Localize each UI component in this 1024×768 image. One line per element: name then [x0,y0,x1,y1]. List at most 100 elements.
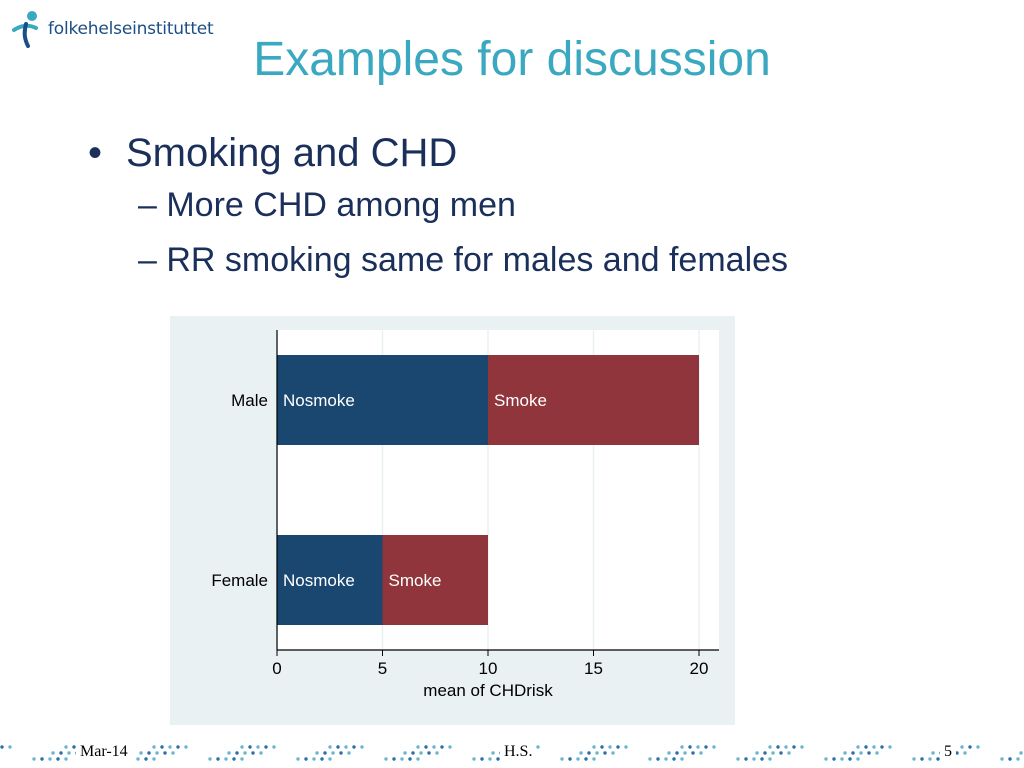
footer-dot [339,751,343,755]
footer-dot [768,757,772,761]
footer-dot [1000,757,1004,761]
footer-dot [384,757,388,761]
footer-dot [616,745,620,749]
logo-text: folkehelseinstituttet [48,19,214,39]
footer-dot [856,757,860,761]
x-tick-label: 20 [690,659,709,678]
category-label: Female [211,571,268,590]
footer-dot [40,757,44,761]
footer-dot [232,757,236,761]
footer-dot [568,757,572,761]
footer-dot [536,745,540,749]
bar-label: Nosmoke [283,391,355,410]
footer-dot [411,751,415,755]
footer-dot [67,751,71,755]
footer-dot [760,757,764,761]
footer-dot [683,751,687,755]
footer-dot [1019,751,1023,755]
logo-figure-icon [12,11,38,48]
footer-dot [224,757,228,761]
footer-author: H.S. [500,742,537,762]
footer-dot [400,757,404,761]
footer-dot [419,751,423,755]
logo: folkehelseinstituttet [10,10,214,48]
footer-dot [592,757,596,761]
footer-dot [592,745,596,749]
footer-dot [171,751,175,755]
footer-dot [859,751,863,755]
footer-dot [168,745,172,749]
footer-dot [664,757,668,761]
footer-dot [323,751,327,755]
bullet-text: Smoking and CHD [126,131,458,175]
footer-dot [315,751,319,755]
footer-date: Mar-14 [76,742,132,762]
footer-dot [320,757,324,761]
footer-dot [427,751,431,755]
footer-dot [587,751,591,755]
footer-dot [139,751,143,755]
footer-dot [328,745,332,749]
footer-dot [976,745,980,749]
footer-dot [920,757,924,761]
footer-dot [331,751,335,755]
footer-dot [928,757,932,761]
footer-dot [955,751,959,755]
footer-dot [1016,757,1020,761]
footer-dot [347,751,351,755]
footer-dot [435,751,439,755]
footer-dot [8,745,12,749]
x-tick-label: 10 [479,659,498,678]
footer-dot [608,745,612,749]
footer-dot [72,745,76,749]
footer-dot [624,745,628,749]
footer-dot [152,745,156,749]
footer-dot [888,745,892,749]
footer-dot [680,745,684,749]
footer-dot [344,745,348,749]
footer-dot [675,751,679,755]
footer-dot [699,751,703,755]
footer-dot [152,757,156,761]
footer-dot [296,757,300,761]
footer-dot [880,745,884,749]
footer-dot [824,757,828,761]
footer-dot [1008,757,1012,761]
footer-dot [648,757,652,761]
footer-dot [560,757,564,761]
footer-dot [248,745,252,749]
footer-dot [736,757,740,761]
bar-nosmoke-male [277,355,488,445]
footer-dot [472,757,476,761]
category-label: Male [231,391,268,410]
footer-dot [595,751,599,755]
footer-dot [968,745,972,749]
x-axis-label: mean of CHDrisk [423,681,553,700]
footer-dot [416,757,420,761]
footer-dot [304,757,308,761]
subbullet-item: – More CHD among men [138,186,516,224]
bar-smoke-female [382,535,488,625]
footer-dot [771,751,775,755]
footer-dot [328,757,332,761]
footer-dot [240,757,244,761]
footer-dot [936,757,940,761]
footer-dot [136,757,140,761]
bar-chart: Nosmoke Smoke Male Nosmoke Smoke Female 0 5 10 15… [211,330,719,700]
footer-dot [176,745,180,749]
footer-dot [656,757,660,761]
footer-dot [688,745,692,749]
footer-dot [235,751,239,755]
bar-label: Smoke [494,391,547,410]
footer-dot [251,751,255,755]
footer-dot [667,751,671,755]
footer-dot [787,751,791,755]
footer-dot [403,751,407,755]
footer-dot [843,751,847,755]
footer-dot [832,757,836,761]
footer: Mar-14 H.S. 5 [0,738,1024,768]
chart-panel: Nosmoke Smoke Male Nosmoke Smoke Female 0 5 10 15… [170,316,735,725]
footer-dot [867,751,871,755]
footer-dot [48,757,52,761]
footer-dot [264,745,268,749]
